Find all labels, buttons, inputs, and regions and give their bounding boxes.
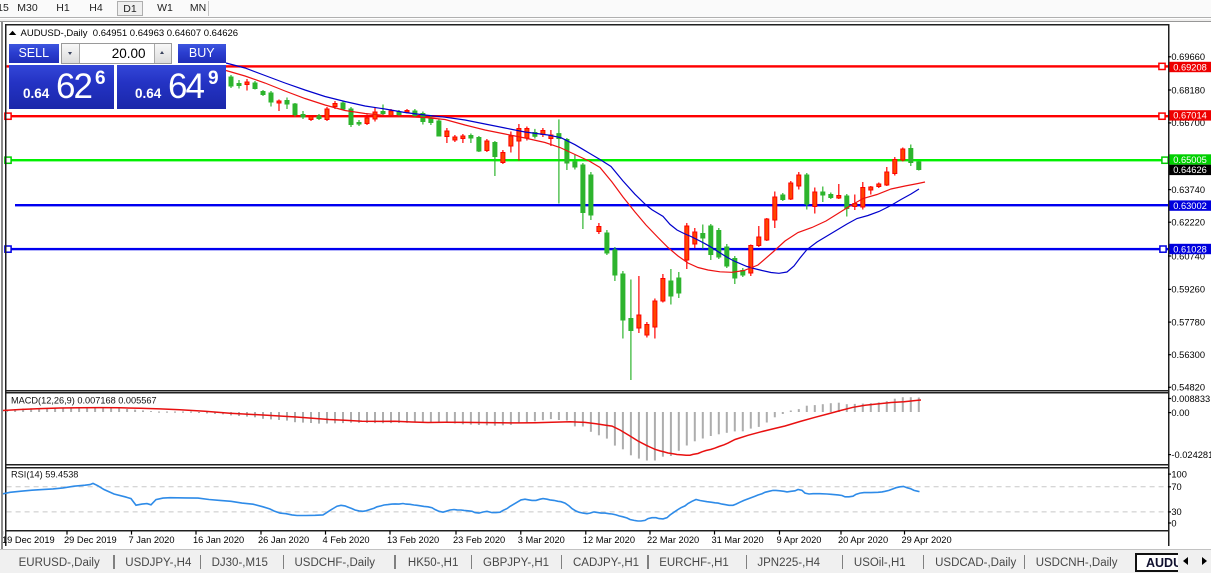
svg-text:0: 0 — [1171, 518, 1176, 528]
svg-text:0.67014: 0.67014 — [1173, 111, 1207, 121]
svg-text:0.57780: 0.57780 — [1171, 317, 1205, 327]
svg-text:22 Mar 2020: 22 Mar 2020 — [647, 535, 699, 545]
svg-text:100: 100 — [1171, 469, 1187, 479]
svg-text:0.69208: 0.69208 — [1173, 62, 1207, 72]
svg-text:31 Mar 2020: 31 Mar 2020 — [712, 535, 764, 545]
svg-text:0.00: 0.00 — [1171, 408, 1189, 418]
svg-text:0.69660: 0.69660 — [1171, 52, 1205, 62]
svg-text:4 Feb 2020: 4 Feb 2020 — [323, 535, 370, 545]
svg-text:0.65005: 0.65005 — [1173, 155, 1207, 165]
svg-text:70: 70 — [1171, 482, 1181, 492]
svg-text:23 Feb 2020: 23 Feb 2020 — [453, 535, 505, 545]
svg-text:0.56300: 0.56300 — [1171, 350, 1205, 360]
svg-text:12 Mar 2020: 12 Mar 2020 — [583, 535, 635, 545]
svg-text:13 Feb 2020: 13 Feb 2020 — [387, 535, 439, 545]
svg-text:0.62220: 0.62220 — [1171, 218, 1205, 228]
svg-text:0.64626: 0.64626 — [1173, 165, 1207, 175]
svg-text:20 Apr 2020: 20 Apr 2020 — [838, 535, 888, 545]
svg-text:0.60740: 0.60740 — [1171, 251, 1205, 261]
svg-text:26 Jan 2020: 26 Jan 2020 — [258, 535, 309, 545]
svg-text:30: 30 — [1171, 507, 1181, 517]
svg-text:29 Dec 2019: 29 Dec 2019 — [64, 535, 117, 545]
svg-text:0.008833: 0.008833 — [1171, 394, 1210, 404]
svg-text:16 Jan 2020: 16 Jan 2020 — [193, 535, 244, 545]
svg-text:0.66700: 0.66700 — [1171, 118, 1205, 128]
svg-text:RSI(14) 59.4538: RSI(14) 59.4538 — [11, 470, 78, 480]
svg-text:0.54820: 0.54820 — [1171, 383, 1205, 393]
svg-text:0.68180: 0.68180 — [1171, 85, 1205, 95]
svg-text:7 Jan 2020: 7 Jan 2020 — [129, 535, 175, 545]
svg-text:0.63740: 0.63740 — [1171, 185, 1205, 195]
svg-text:3 Mar 2020: 3 Mar 2020 — [518, 535, 565, 545]
svg-text:0.63002: 0.63002 — [1173, 201, 1207, 211]
svg-text:9 Apr 2020: 9 Apr 2020 — [777, 535, 822, 545]
svg-text:0.59260: 0.59260 — [1171, 285, 1205, 295]
svg-text:29 Apr 2020: 29 Apr 2020 — [902, 535, 952, 545]
svg-text:-0.024281: -0.024281 — [1171, 450, 1211, 460]
svg-text:19 Dec 2019: 19 Dec 2019 — [2, 535, 55, 545]
svg-text:AUDUSD-,Daily 0.64951 0.64963: AUDUSD-,Daily 0.64951 0.64963 0.64607 0.… — [21, 28, 239, 39]
svg-text:0.61028: 0.61028 — [1173, 244, 1207, 254]
svg-text:MACD(12,26,9) 0.007168 0.00556: MACD(12,26,9) 0.007168 0.005567 — [11, 396, 157, 406]
